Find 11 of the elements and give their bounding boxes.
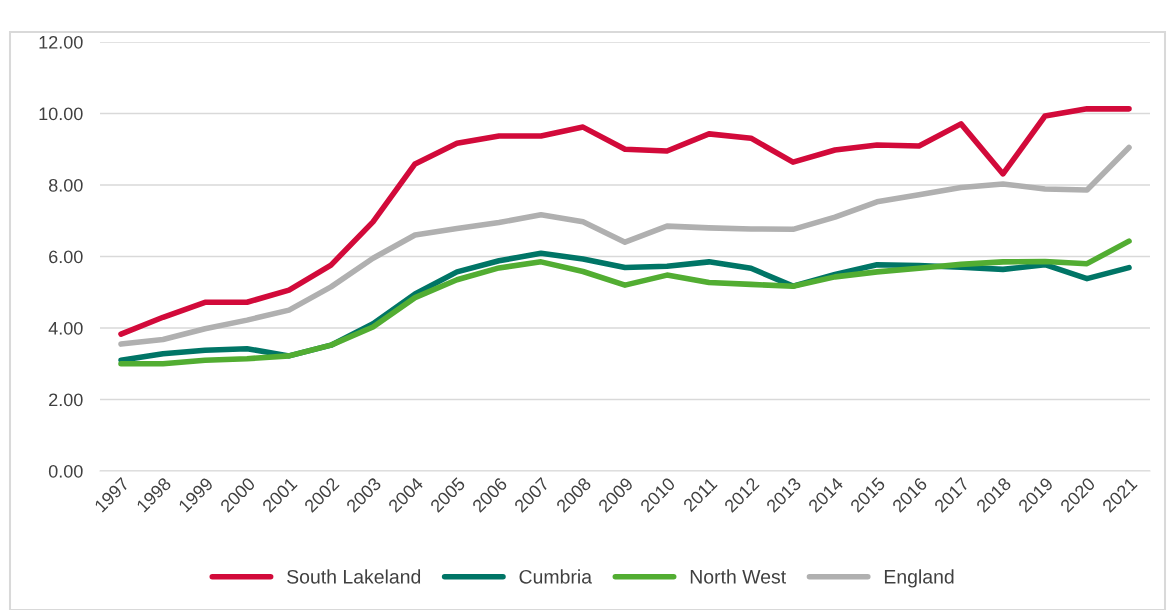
legend-label: England: [884, 569, 954, 588]
legend-label: Cumbria: [519, 569, 593, 584]
legend-label: North West: [690, 569, 786, 584]
y-tick-label: 8.00: [48, 178, 83, 192]
y-tick-label: 10.00: [39, 107, 83, 121]
y-tick-label: 4.00: [48, 321, 83, 335]
legend-label: South Lakeland: [287, 569, 421, 584]
y-tick-label: 12.00: [39, 35, 83, 49]
y-tick-label: 0.00: [48, 464, 83, 478]
y-tick-label: 6.00: [49, 250, 83, 264]
y-tick-label: 2.00: [49, 393, 83, 407]
